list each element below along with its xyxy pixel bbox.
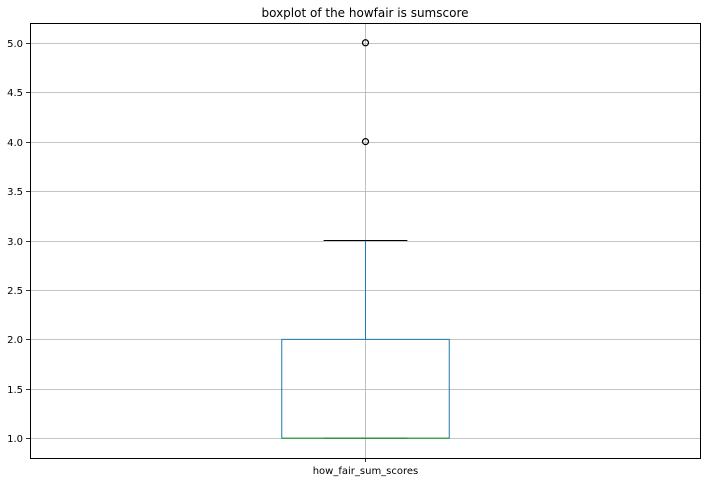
outlier-point bbox=[361, 138, 370, 146]
outlier-point bbox=[361, 39, 370, 47]
x-tick-label: how_fair_sum_scores bbox=[313, 466, 419, 477]
chart-title: boxplot of the howfair is sumscore bbox=[261, 6, 468, 20]
y-tick-label: 4.0 bbox=[7, 138, 23, 149]
y-tick-label: 3.0 bbox=[7, 237, 23, 248]
y-tick-label: 2.5 bbox=[7, 286, 23, 297]
axis-layer: 1.0 1.5 2.0 2.5 3.0 3.5 4.0 4.5 5.0 how_fair_sum_… bbox=[7, 39, 418, 477]
y-tick-label: 4.5 bbox=[7, 88, 23, 99]
y-tick-label: 3.5 bbox=[7, 187, 23, 198]
plot-frame bbox=[30, 23, 701, 459]
y-tick-label: 1.0 bbox=[7, 434, 23, 445]
y-tick-label: 5.0 bbox=[7, 39, 23, 50]
y-tick-label: 2.0 bbox=[7, 335, 23, 346]
box-layer bbox=[281, 39, 450, 439]
y-tick-label: 1.5 bbox=[7, 385, 23, 396]
